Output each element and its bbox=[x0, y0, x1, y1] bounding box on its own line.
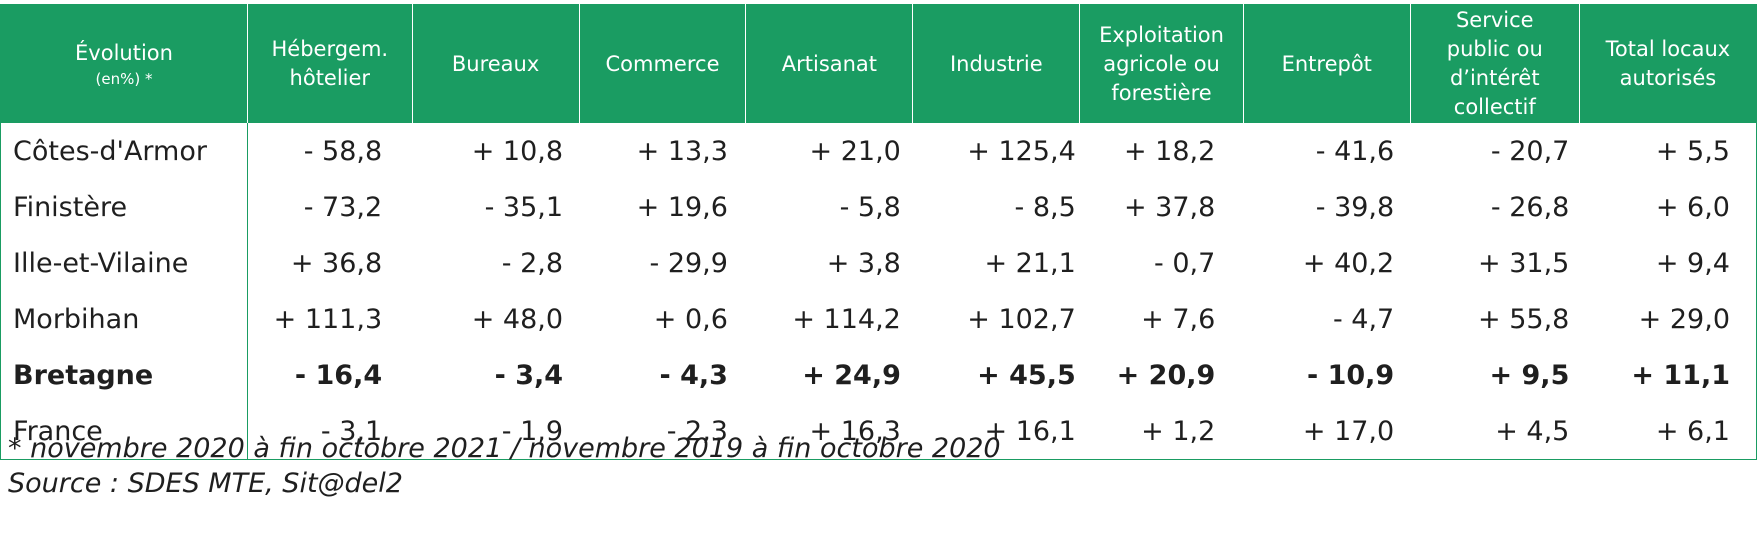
table-cell: + 40,2 bbox=[1302, 247, 1395, 279]
table-cell: + 21,0 bbox=[809, 135, 901, 167]
table-cell: - 5,8 bbox=[839, 191, 901, 223]
corner-header: Évolution (en%) * bbox=[0, 4, 248, 123]
table-cell: + 5,5 bbox=[1655, 135, 1730, 167]
column-header: Entrepôt bbox=[1243, 4, 1411, 123]
table-cell: - 0,7 bbox=[1154, 247, 1216, 279]
table-cell: + 7,6 bbox=[1141, 303, 1216, 335]
column-header: Service public ou d’intérêt collectif bbox=[1410, 4, 1580, 123]
table-cell: - 73,2 bbox=[303, 191, 383, 223]
table-cell: - 39,8 bbox=[1315, 191, 1395, 223]
table-cell: + 9,4 bbox=[1655, 247, 1730, 279]
footnote: * novembre 2020 à fin octobre 2021 / nov… bbox=[8, 433, 1001, 464]
table-cell: + 17,0 bbox=[1302, 415, 1395, 447]
table-cell: + 9,5 bbox=[1489, 359, 1570, 391]
table-cell: + 6,1 bbox=[1655, 415, 1730, 447]
evolution-table: Évolution (en%) * Hébergem. hôtelier Bure… bbox=[0, 4, 1757, 460]
table-cell: + 45,5 bbox=[977, 359, 1076, 391]
column-header: Hébergem. hôtelier bbox=[247, 4, 413, 123]
column-header: Industrie bbox=[912, 4, 1081, 123]
table-cell: + 0,6 bbox=[653, 303, 728, 335]
table-cell: + 16,1 bbox=[984, 415, 1076, 447]
row-label: Finistère bbox=[0, 179, 248, 235]
column-header: Commerce bbox=[579, 4, 747, 123]
table-cell: - 3,1 bbox=[320, 415, 383, 447]
table-cell: - 1,9 bbox=[501, 415, 564, 447]
table-cell: - 4,3 bbox=[659, 359, 728, 391]
column-header: Exploitation agricole ou forestière bbox=[1079, 4, 1244, 123]
table-cell: + 125,4 bbox=[967, 135, 1076, 167]
table-cell: - 58,8 bbox=[303, 135, 383, 167]
header-row: Évolution (en%) * Hébergem. hôtelier Bure… bbox=[0, 4, 1757, 123]
table-cell: + 114,2 bbox=[792, 303, 901, 335]
table-cell: + 20,9 bbox=[1116, 359, 1216, 391]
table-cell: - 8,5 bbox=[1014, 191, 1076, 223]
table-cell: + 111,3 bbox=[273, 303, 383, 335]
table-cell: + 13,3 bbox=[636, 135, 728, 167]
row-label: Bretagne bbox=[0, 347, 248, 403]
table-row: Côtes-d'Armor - 58,8 + 10,8 + 13,3 + 21,0 + 1… bbox=[0, 123, 1757, 179]
table-cell: - 10,9 bbox=[1306, 359, 1395, 391]
table-row: Ille-et-Vilaine + 36,8 - 2,8 - 29,9 + 3,8 + 2… bbox=[0, 235, 1757, 291]
table-cell: + 10,8 bbox=[471, 135, 564, 167]
table-cell: + 55,8 bbox=[1478, 303, 1570, 335]
table-cell: + 4,5 bbox=[1495, 415, 1570, 447]
row-label: France bbox=[0, 403, 248, 460]
table-cell: + 29,0 bbox=[1638, 303, 1730, 335]
table-cell: + 48,0 bbox=[471, 303, 564, 335]
table-row: Finistère - 73,2 - 35,1 + 19,6 - 5,8 - 8,5 + 3… bbox=[0, 179, 1757, 235]
table-cell: - 41,6 bbox=[1315, 135, 1395, 167]
table-cell: - 2,3 bbox=[666, 415, 728, 447]
column-header: Artisanat bbox=[745, 4, 914, 123]
table-cell: + 1,2 bbox=[1141, 415, 1216, 447]
source-note: Source : SDES MTE, Sit@del2 bbox=[8, 468, 403, 499]
table-cell: - 26,8 bbox=[1490, 191, 1570, 223]
table-cell: - 2,8 bbox=[501, 247, 564, 279]
table-cell: - 20,7 bbox=[1490, 135, 1570, 167]
corner-title: Évolution bbox=[75, 40, 173, 65]
table-cell: + 11,1 bbox=[1631, 359, 1730, 391]
row-label: Côtes-d'Armor bbox=[0, 123, 248, 179]
table-cell: + 3,8 bbox=[826, 247, 901, 279]
table-cell: + 19,6 bbox=[636, 191, 728, 223]
table-cell: + 18,2 bbox=[1123, 135, 1216, 167]
table-row: Bretagne - 16,4 - 3,4 - 4,3 + 24,9 + 45,5 + 20… bbox=[0, 347, 1757, 403]
table-cell: - 16,4 bbox=[294, 359, 383, 391]
table-cell: + 6,0 bbox=[1655, 191, 1730, 223]
table-cell: + 21,1 bbox=[984, 247, 1076, 279]
table-cell: - 4,7 bbox=[1332, 303, 1395, 335]
column-header: Bureaux bbox=[412, 4, 580, 123]
table-cell: + 16,3 bbox=[809, 415, 901, 447]
table-cell: + 31,5 bbox=[1478, 247, 1570, 279]
table-cell: + 24,9 bbox=[802, 359, 901, 391]
corner-subtitle: (en%) * bbox=[95, 69, 153, 88]
table-cell: + 37,8 bbox=[1123, 191, 1216, 223]
table-cell: + 102,7 bbox=[967, 303, 1076, 335]
row-label: Ille-et-Vilaine bbox=[0, 235, 248, 291]
table-row: France - 3,1 - 1,9 - 2,3 + 16,3 + 16,1 + 1,2 + … bbox=[0, 403, 1757, 460]
table-cell: + 36,8 bbox=[290, 247, 383, 279]
column-header: Total locaux autorisés bbox=[1579, 4, 1757, 123]
table-cell: - 3,4 bbox=[494, 359, 564, 391]
row-label: Morbihan bbox=[0, 291, 248, 347]
table-cell: - 35,1 bbox=[484, 191, 564, 223]
table-cell: - 29,9 bbox=[649, 247, 728, 279]
table-row: Morbihan + 111,3 + 48,0 + 0,6 + 114,2 + 102,7… bbox=[0, 291, 1757, 347]
